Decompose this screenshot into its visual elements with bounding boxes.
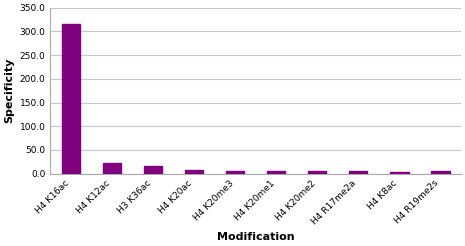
Bar xyxy=(308,171,326,174)
Bar xyxy=(185,170,203,174)
Bar xyxy=(431,171,450,174)
Y-axis label: Specificity: Specificity xyxy=(4,58,14,123)
Bar xyxy=(267,171,286,174)
Bar xyxy=(103,163,121,174)
X-axis label: Modification: Modification xyxy=(217,232,294,242)
Bar xyxy=(144,166,162,174)
Bar xyxy=(226,171,245,174)
Bar xyxy=(62,24,80,174)
Bar xyxy=(349,171,367,174)
Bar xyxy=(390,172,409,174)
